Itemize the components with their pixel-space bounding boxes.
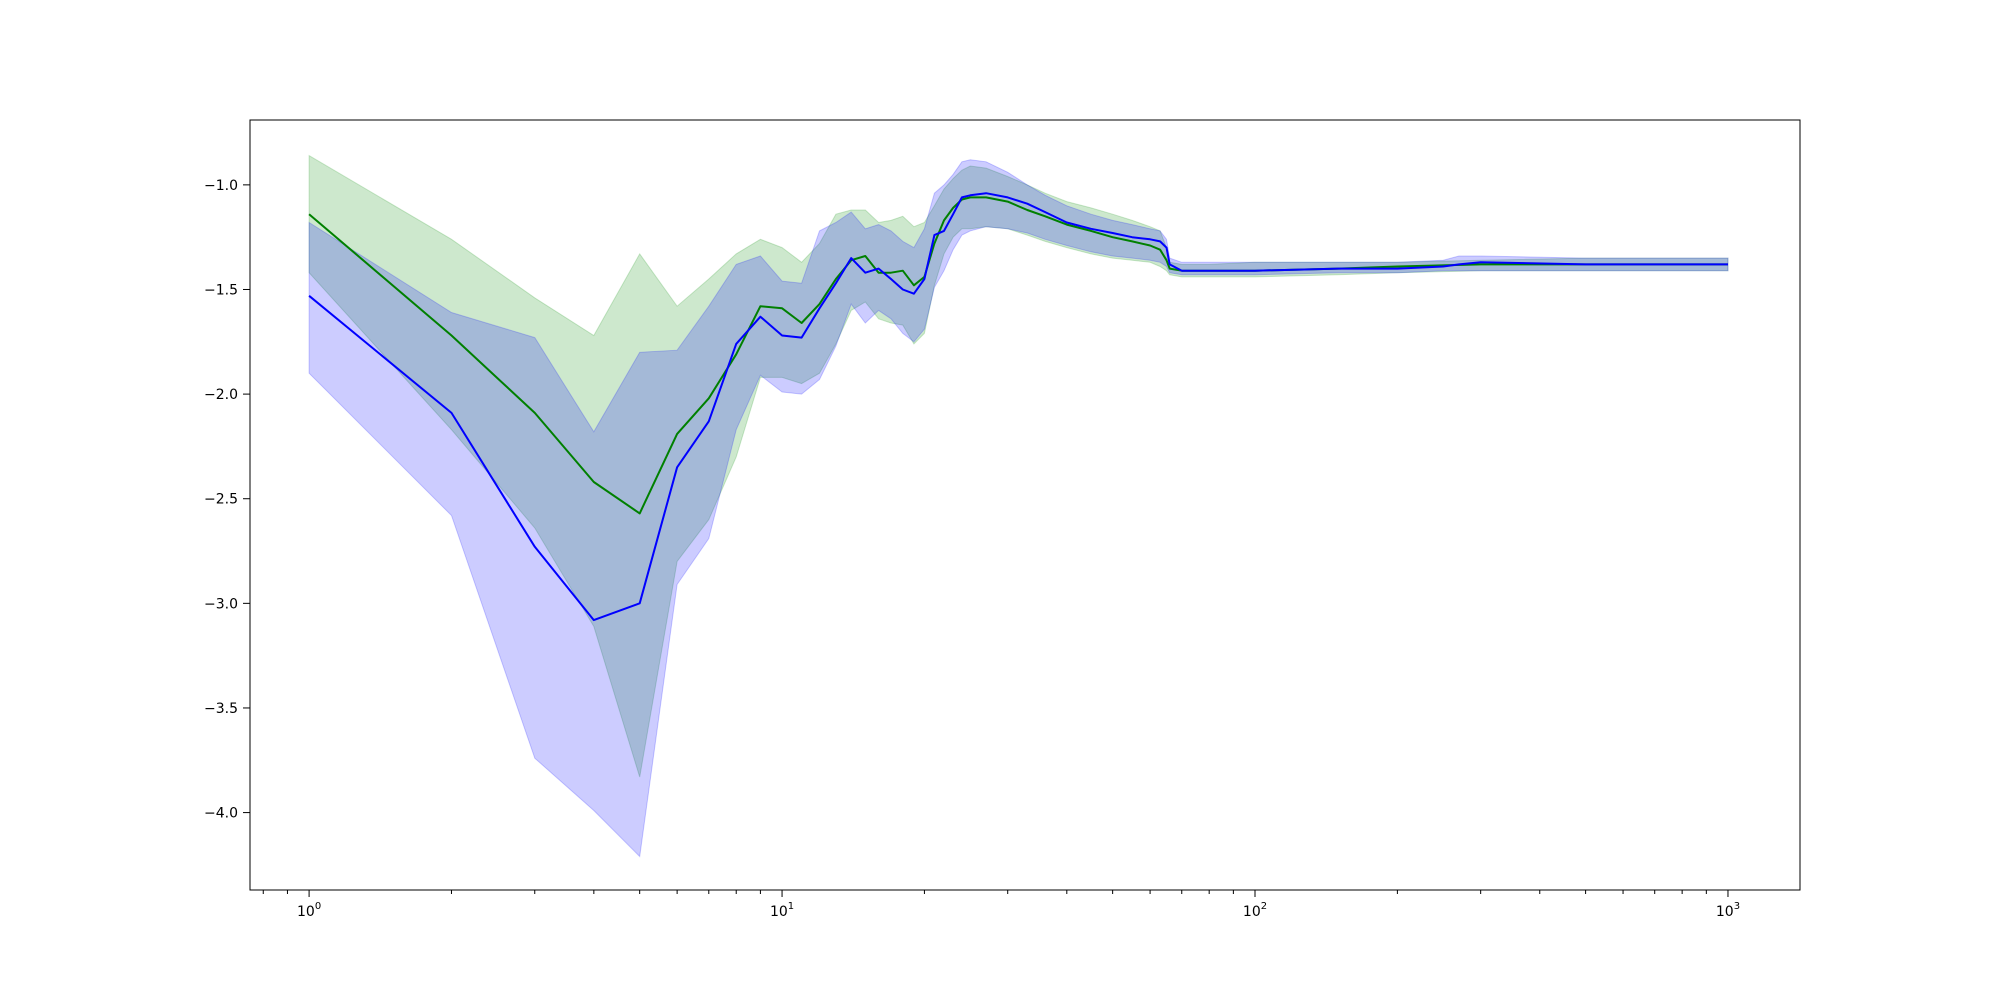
y-tick-label: −1.0 — [204, 178, 238, 194]
x-axis: 100 101 102 103 — [262, 890, 1740, 920]
x-tick-label: 103 — [1716, 901, 1740, 920]
y-tick-label: −2.0 — [204, 387, 238, 403]
x-tick-label: 102 — [1243, 901, 1267, 920]
y-tick-label: −2.5 — [204, 492, 238, 508]
series-1-line — [308, 196, 1728, 515]
series-lines — [308, 192, 1728, 622]
series-1-band — [308, 154, 1729, 778]
x-tick-label: 101 — [770, 901, 794, 920]
series-2-line — [308, 192, 1728, 622]
confidence-bands — [308, 154, 1729, 858]
series-2-band — [308, 159, 1729, 858]
y-tick-label: −1.5 — [204, 282, 238, 298]
plot-frame — [249, 119, 1801, 891]
y-tick-label: −3.0 — [204, 596, 238, 612]
y-tick-label: −3.5 — [204, 701, 238, 717]
x-tick-label: 100 — [297, 901, 321, 920]
y-tick-label: −4.0 — [204, 806, 238, 822]
y-axis: −1.0 −1.5 −2.0 −2.5 −3.0 −3.5 −4.0 — [204, 178, 250, 822]
